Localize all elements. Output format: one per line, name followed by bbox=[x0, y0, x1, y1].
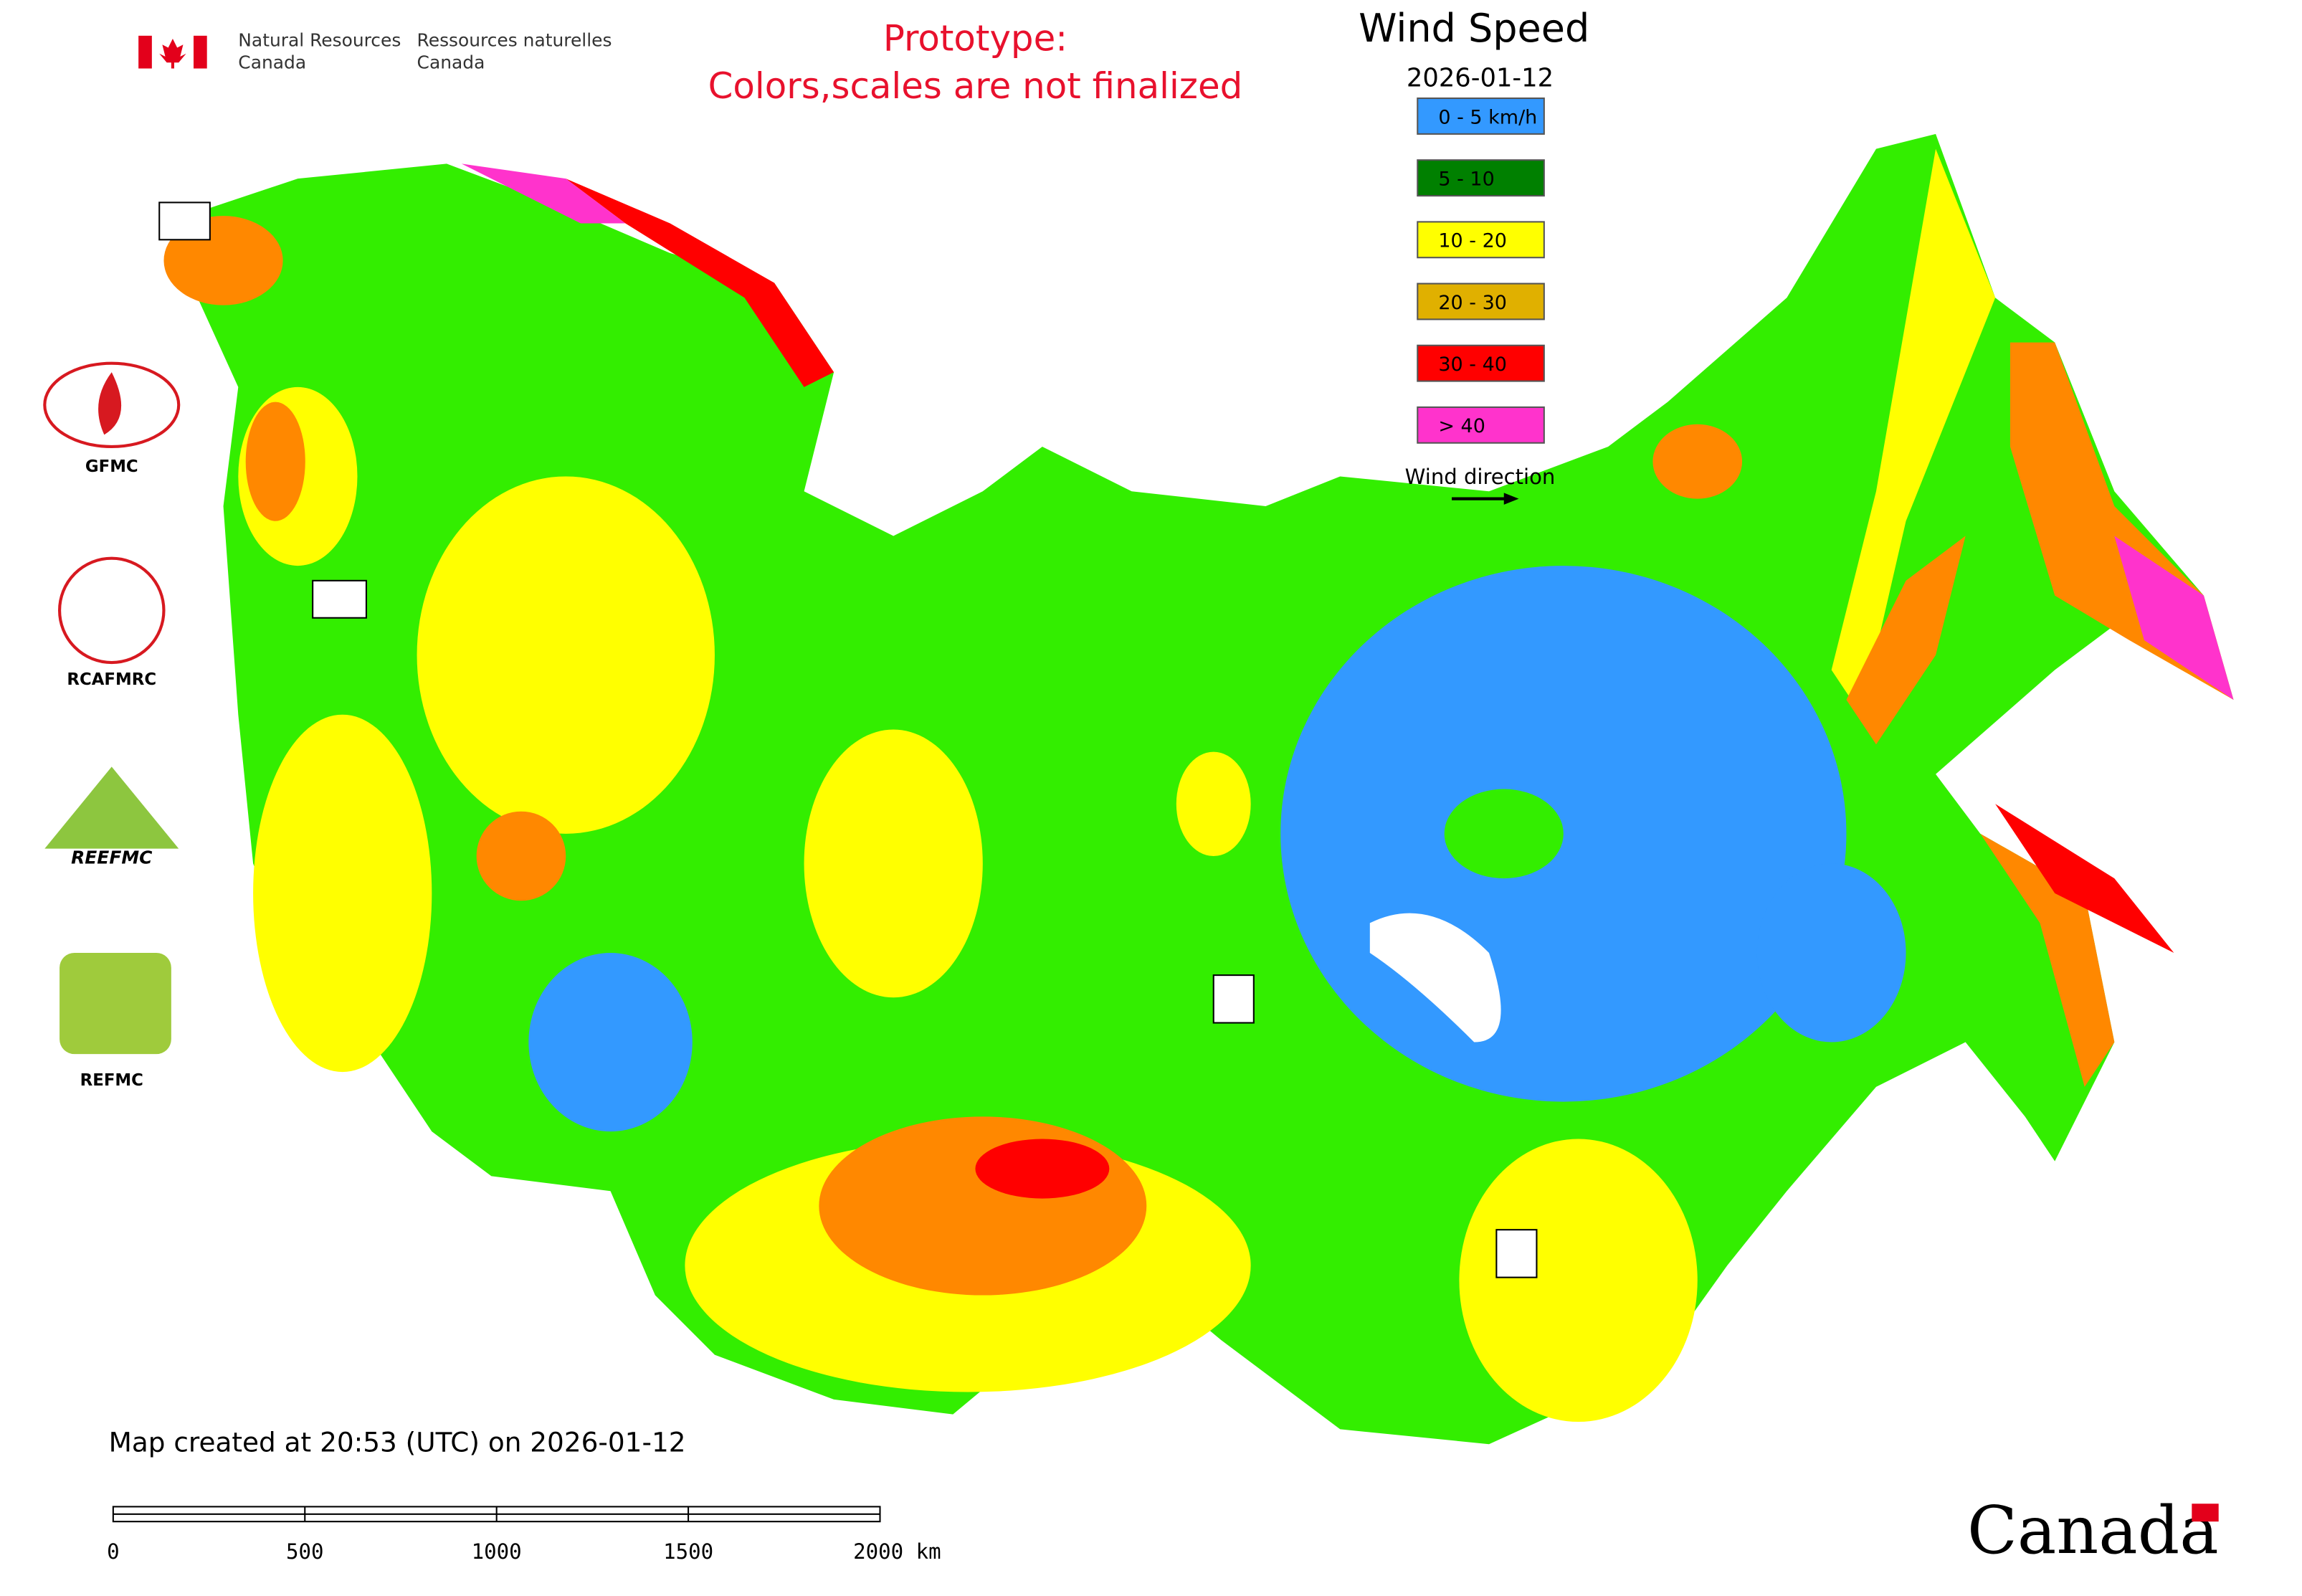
zone-moderate bbox=[253, 714, 432, 1073]
badge bbox=[312, 579, 367, 619]
badge bbox=[1212, 974, 1255, 1024]
scale-label: 500 bbox=[286, 1539, 324, 1564]
department-en: Natural Resources bbox=[238, 29, 401, 50]
legend-swatch bbox=[1417, 406, 1545, 444]
footer: Map created at 20:53 (UTC) on 2026-01-12… bbox=[107, 1427, 2219, 1569]
logo-reefmc bbox=[44, 766, 179, 849]
zone-strong bbox=[819, 1116, 1147, 1296]
notice: Prototype: bbox=[883, 18, 1067, 60]
created-note: Map created at 20:53 (UTC) on 2026-01-12 bbox=[109, 1427, 686, 1458]
legend-label: 0 - 5 km/h bbox=[1438, 106, 1537, 128]
zone-extreme bbox=[2114, 536, 2234, 700]
legend-label: 5 - 10 bbox=[1438, 168, 1494, 191]
legend-label: 10 - 20 bbox=[1438, 230, 1507, 252]
legend-label: 30 - 40 bbox=[1438, 353, 1507, 376]
zone-moderate bbox=[417, 476, 715, 834]
legend-title: Wind Speed bbox=[1359, 6, 1589, 51]
badge bbox=[158, 201, 211, 241]
logo-gfmc bbox=[43, 361, 181, 449]
legend-label: 20 - 30 bbox=[1438, 292, 1507, 314]
flag-bar bbox=[194, 35, 207, 69]
zone-moderate bbox=[804, 729, 983, 998]
legend-date: 2026-01-12 bbox=[1407, 63, 1554, 92]
scale-label: 1500 bbox=[663, 1539, 713, 1564]
scale-label: 0 bbox=[107, 1539, 120, 1564]
logo-label: GFMC bbox=[85, 457, 138, 476]
legend-swatch bbox=[1417, 159, 1545, 197]
logo-label: REFMC bbox=[80, 1071, 143, 1090]
zone-moderate bbox=[1176, 751, 1251, 856]
zone-very-strong bbox=[566, 179, 834, 387]
zone-strong bbox=[1846, 536, 1966, 745]
logo-label: RCAFMRC bbox=[67, 670, 156, 689]
badge bbox=[1495, 1229, 1538, 1278]
department-en: Canada bbox=[238, 52, 306, 73]
zone-moderate bbox=[1831, 148, 1996, 715]
notice: Colors,scales are not finalized bbox=[708, 65, 1243, 107]
legend-swatch bbox=[1417, 344, 1545, 382]
legend: Wind Speed 2026-01-12 Wind direction 0 -… bbox=[1359, 6, 1589, 505]
lake bbox=[1369, 913, 1501, 1042]
zone-strong bbox=[476, 811, 566, 901]
zone-very-strong bbox=[975, 1139, 1110, 1199]
scale-label: 1000 bbox=[472, 1539, 522, 1564]
logos: GFMC RCAFMRC REEFMC REFMC bbox=[43, 361, 181, 1090]
zone-calm bbox=[1756, 863, 1906, 1042]
logo-flame bbox=[98, 372, 122, 435]
legend-swatch bbox=[1417, 221, 1545, 259]
maple-leaf bbox=[159, 38, 186, 69]
zone-strong bbox=[1652, 424, 1743, 499]
scale-labels: 0 500 1000 1500 2000 km bbox=[107, 1506, 941, 1564]
wordmark: Canada bbox=[1967, 1492, 2219, 1569]
zone-extreme bbox=[461, 163, 626, 224]
zone-very-strong bbox=[1995, 804, 2174, 953]
zone-moderate bbox=[1459, 1139, 1698, 1422]
logo-label: REEFMC bbox=[71, 847, 153, 868]
header: Natural Resources Canada Ressources natu… bbox=[138, 18, 1242, 107]
map bbox=[163, 133, 2234, 1445]
legend-swatch bbox=[1417, 282, 1545, 320]
map-badges bbox=[158, 201, 1538, 1278]
legend-label: > 40 bbox=[1438, 415, 1485, 437]
zone-strong bbox=[245, 402, 305, 521]
zone-calm bbox=[528, 952, 693, 1132]
zone-light bbox=[1444, 789, 1564, 879]
department-fr: Ressources naturelles bbox=[417, 29, 612, 50]
wordmark-flag bbox=[2192, 1504, 2219, 1522]
legend-swatch bbox=[1417, 98, 1545, 135]
scale-label: 2000 km bbox=[853, 1539, 941, 1564]
logo-rcafmrc bbox=[58, 556, 166, 665]
department-fr: Canada bbox=[417, 52, 485, 73]
flag-bar bbox=[138, 35, 152, 69]
logo-refmc bbox=[60, 952, 171, 1055]
direction-arrowhead bbox=[1503, 493, 1519, 505]
direction-label: Wind direction bbox=[1405, 465, 1556, 489]
